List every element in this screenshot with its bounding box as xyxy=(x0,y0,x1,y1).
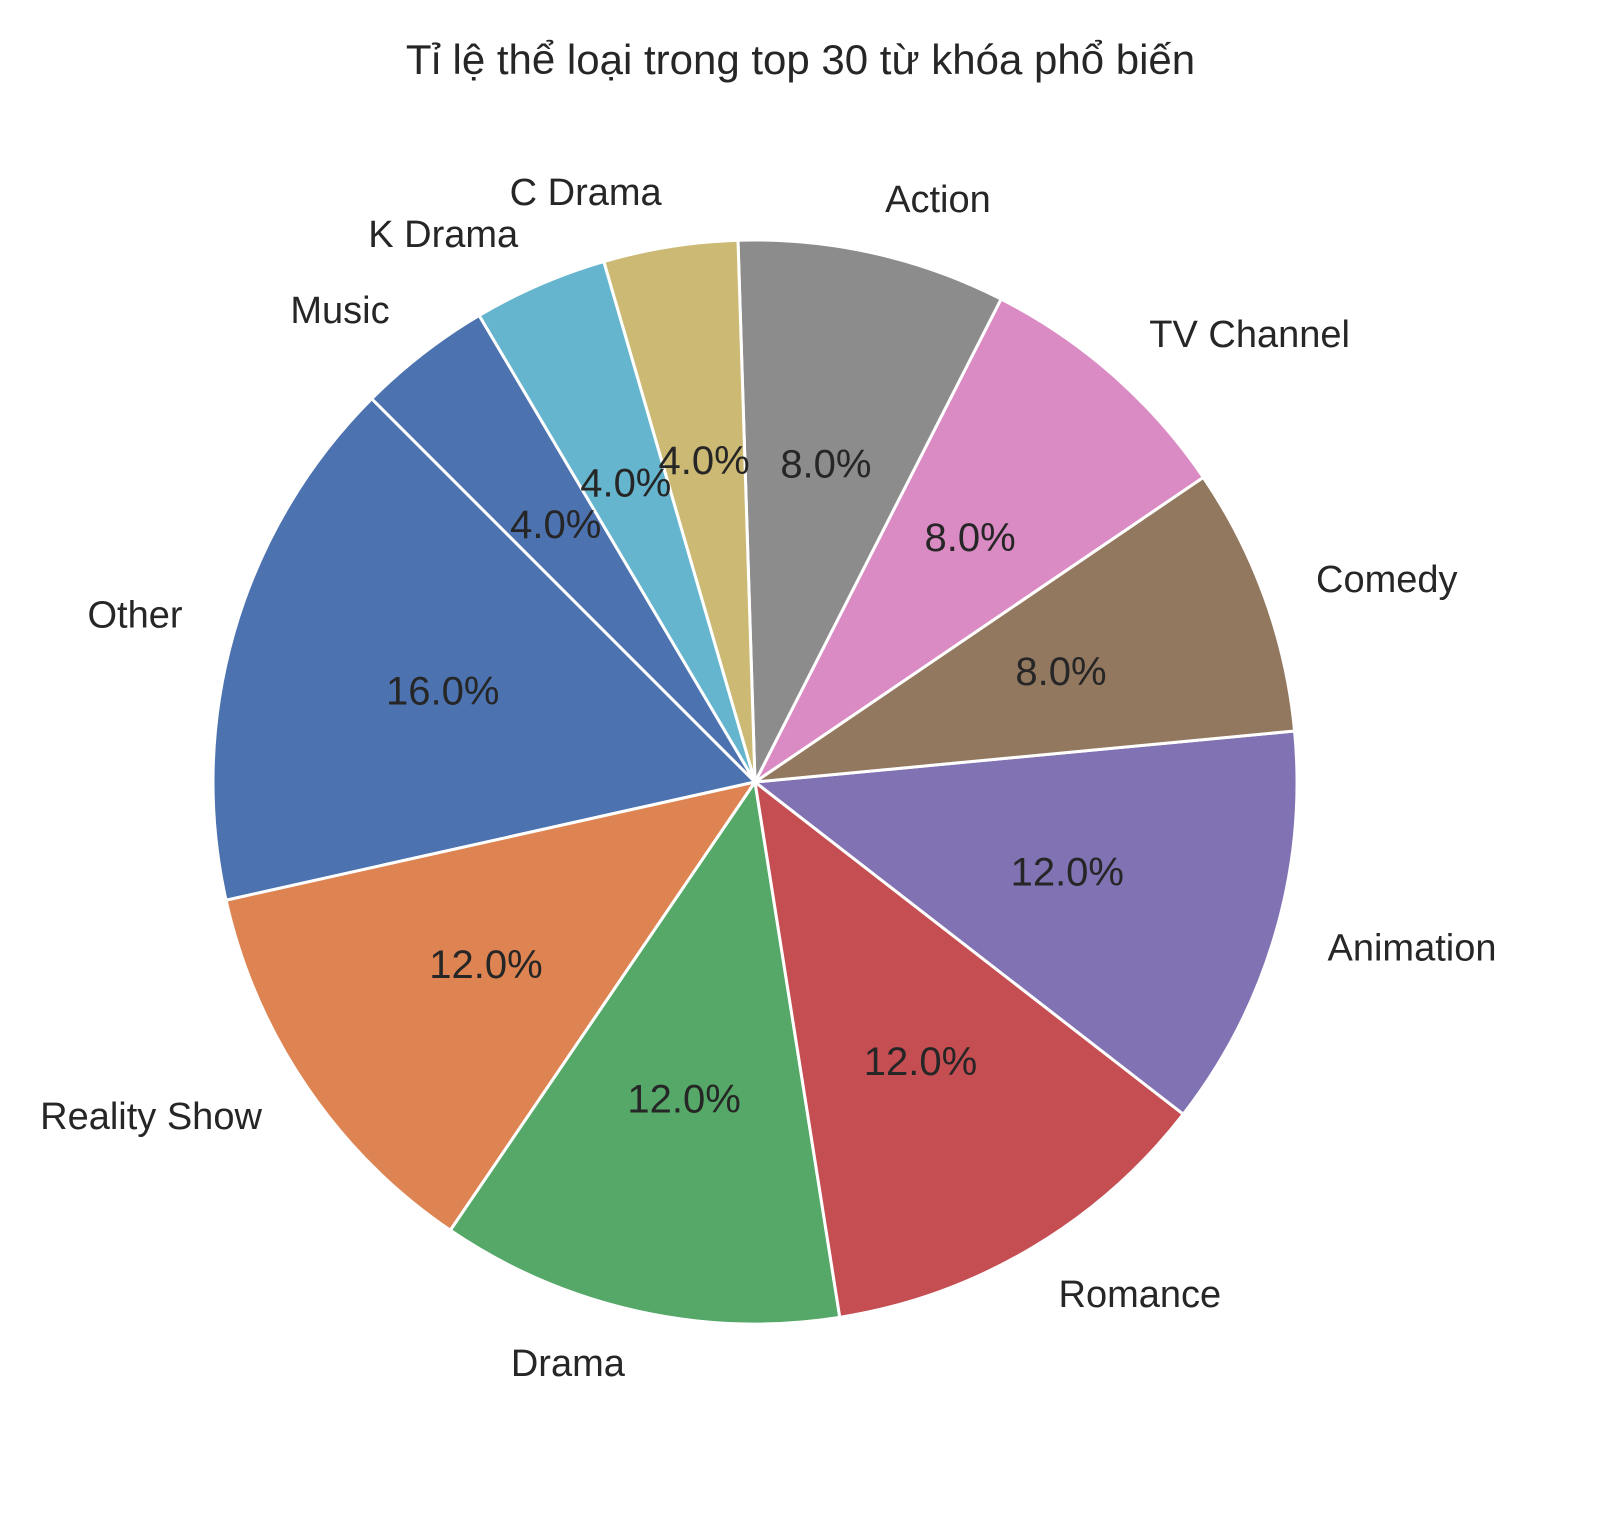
slice-label-animation: Animation xyxy=(1328,927,1497,969)
pie-slice-reality-show xyxy=(224,780,757,1232)
slice-label-tv-channel: TV Channel xyxy=(1149,314,1350,356)
slice-percent-music: 4.0% xyxy=(510,503,601,547)
slice-percent-action: 8.0% xyxy=(780,443,871,487)
pie-slice-music xyxy=(370,313,757,784)
pie-slice-tv-channel xyxy=(753,297,1205,784)
pie-slices xyxy=(211,238,1299,1326)
pie-labels: Other 16.0% Reality Show 12.0% Drama 12.0% Rom… xyxy=(40,172,1496,1385)
slice-percent-drama: 12.0% xyxy=(627,1077,740,1121)
chart-title: Tỉ lệ thể loại trong top 30 từ khóa phổ … xyxy=(405,36,1196,83)
slice-percent-c-drama: 4.0% xyxy=(659,439,750,483)
pie-slice-action xyxy=(736,238,1003,784)
slice-label-romance: Romance xyxy=(1059,1274,1222,1316)
slice-percent-animation: 12.0% xyxy=(1011,851,1124,895)
pie-slice-other xyxy=(211,397,757,902)
slice-percent-tv-channel: 8.0% xyxy=(925,516,1016,560)
pie-slice-romance xyxy=(753,780,1185,1319)
slice-percent-k-drama: 4.0% xyxy=(580,462,671,506)
slice-label-c-drama: C Drama xyxy=(510,172,663,214)
slice-percent-reality-show: 12.0% xyxy=(429,943,542,987)
slice-label-comedy: Comedy xyxy=(1316,559,1458,601)
slice-percent-other: 16.0% xyxy=(386,669,499,713)
slice-label-action: Action xyxy=(885,179,991,221)
slice-percent-romance: 12.0% xyxy=(864,1040,977,1084)
pie-slice-animation xyxy=(753,729,1299,1116)
slice-label-reality-show: Reality Show xyxy=(40,1096,262,1138)
pie-slice-comedy xyxy=(753,475,1297,784)
slice-label-other: Other xyxy=(87,595,182,637)
slice-label-k-drama: K Drama xyxy=(368,214,519,256)
pie-slice-drama xyxy=(448,780,842,1326)
slice-label-drama: Drama xyxy=(511,1343,626,1385)
slice-label-music: Music xyxy=(290,290,389,332)
slice-percent-comedy: 8.0% xyxy=(1015,650,1106,694)
